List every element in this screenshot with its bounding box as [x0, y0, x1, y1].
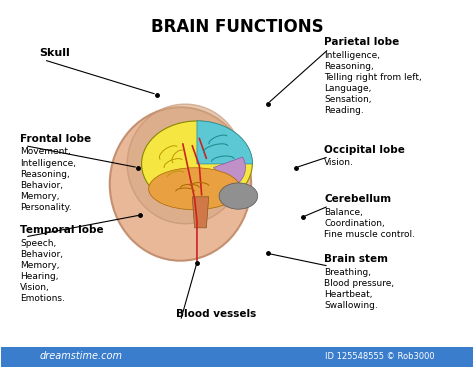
Text: Breathing,
Blood pressure,
Heartbeat,
Swallowing.: Breathing, Blood pressure, Heartbeat, Sw…: [324, 268, 394, 310]
Text: ID 125548555 © Rob3000: ID 125548555 © Rob3000: [325, 352, 435, 361]
Ellipse shape: [142, 121, 252, 207]
Text: Blood vessels: Blood vessels: [176, 309, 256, 319]
Polygon shape: [192, 197, 209, 228]
Text: Vision.: Vision.: [324, 159, 354, 167]
Text: Temporal lobe: Temporal lobe: [20, 225, 104, 235]
Text: Brain stem: Brain stem: [324, 254, 388, 264]
Text: Speech,
Behavior,
Memory,
Hearing,
Vision,
Emotions.: Speech, Behavior, Memory, Hearing, Visio…: [20, 239, 65, 303]
Text: Balance,
Coordination,
Fine muscle control.: Balance, Coordination, Fine muscle contr…: [324, 208, 415, 239]
Text: Intelligence,
Reasoning,
Telling right from left,
Language,
Sensation,
Reading.: Intelligence, Reasoning, Telling right f…: [324, 51, 422, 115]
Text: Occipital lobe: Occipital lobe: [324, 145, 405, 155]
Wedge shape: [197, 121, 253, 164]
Ellipse shape: [219, 183, 258, 209]
Text: dreamstime.com: dreamstime.com: [39, 351, 122, 361]
Ellipse shape: [149, 168, 240, 210]
Text: Parietal lobe: Parietal lobe: [324, 37, 400, 47]
Text: Movement,
Intelligence,
Reasoning,
Behavior,
Memory,
Personality.: Movement, Intelligence, Reasoning, Behav…: [20, 148, 76, 212]
Wedge shape: [213, 157, 246, 188]
Text: Frontal lobe: Frontal lobe: [20, 134, 91, 144]
FancyBboxPatch shape: [1, 347, 473, 367]
Text: Skull: Skull: [39, 48, 70, 58]
Text: Cerebellum: Cerebellum: [324, 194, 392, 204]
Text: BRAIN FUNCTIONS: BRAIN FUNCTIONS: [151, 18, 323, 36]
Ellipse shape: [110, 107, 251, 261]
Ellipse shape: [127, 104, 243, 224]
